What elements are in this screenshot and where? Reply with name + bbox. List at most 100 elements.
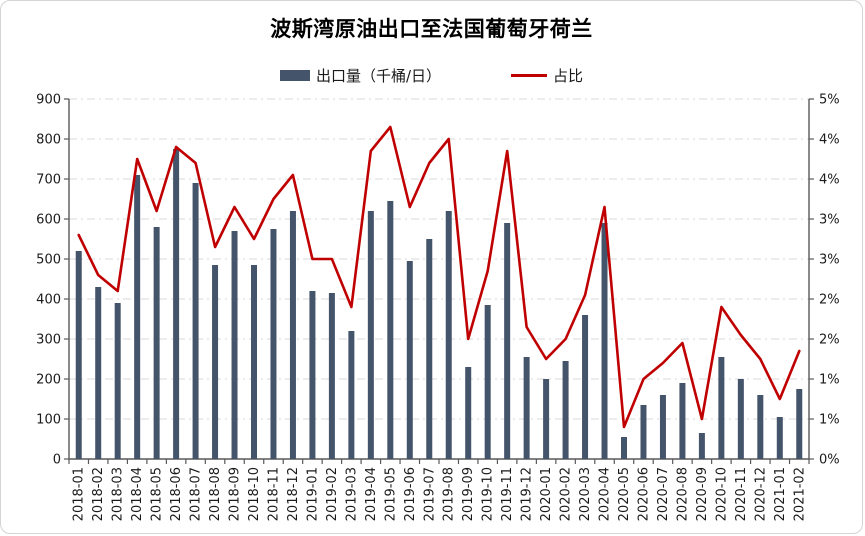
legend-label-share: 占比	[553, 67, 584, 85]
y-right-tick-label: 5%	[819, 93, 840, 108]
y-right-tick-label: 2%	[819, 293, 840, 308]
x-tick-label: 2018-04	[130, 467, 145, 521]
bar-2018-11	[270, 229, 277, 459]
x-tick-label: 2020-01	[539, 467, 554, 521]
y-left-tick-label: 300	[36, 333, 61, 348]
y-right-tick-label: 1%	[819, 413, 840, 428]
y-left-tick-label: 700	[36, 173, 61, 188]
bar-2019-03	[348, 331, 355, 459]
x-tick-label: 2019-08	[442, 467, 457, 521]
bar-2018-08	[212, 265, 219, 459]
bar-2019-07	[426, 239, 433, 459]
bar-2019-09	[465, 367, 472, 459]
bar-2020-12	[757, 395, 764, 459]
bar-2018-09	[231, 231, 238, 459]
bar-series-swatch-icon	[279, 70, 310, 81]
x-tick-label: 2020-11	[734, 467, 749, 521]
x-tick-label: 2019-12	[520, 467, 535, 521]
legend-item-share: 占比	[511, 65, 583, 86]
bar-2018-05	[153, 227, 160, 459]
share-line	[77, 125, 801, 429]
x-tick-label: 2018-10	[247, 467, 262, 521]
bar-2019-10	[484, 305, 491, 459]
x-tick-label: 2020-04	[598, 467, 613, 521]
x-tick-label: 2018-11	[266, 467, 281, 521]
bar-2018-02	[95, 287, 102, 459]
bar-2019-05	[387, 201, 394, 459]
y-left-tick-label: 800	[36, 133, 61, 148]
bar-2020-03	[582, 315, 589, 459]
bar-2018-12	[289, 211, 296, 459]
bar-2020-11	[737, 379, 744, 459]
x-tick-label: 2020-02	[559, 467, 574, 521]
legend: 出口量（千桶/日） 占比	[1, 65, 862, 86]
x-tick-label: 2019-09	[461, 467, 476, 521]
bar-2021-01	[776, 417, 783, 459]
bar-2019-04	[367, 211, 374, 459]
bar-2019-06	[406, 261, 413, 459]
bar-2020-05	[621, 437, 627, 459]
x-tick-label: 2020-12	[753, 467, 768, 521]
bar-2018-04	[134, 175, 141, 459]
x-tick-label: 2019-11	[500, 467, 515, 521]
y-left-tick-label: 900	[36, 93, 61, 108]
bar-2020-01	[543, 379, 550, 459]
x-tick-label: 2018-12	[286, 467, 301, 521]
y-left-tick-label: 200	[36, 373, 61, 388]
x-tick-label: 2018-06	[169, 467, 184, 521]
y-left-tick-label: 100	[36, 413, 61, 428]
y-left-tick-label: 400	[36, 293, 61, 308]
bar-2019-08	[445, 211, 452, 459]
chart-title: 波斯湾原油出口至法国葡萄牙荷兰	[270, 17, 593, 41]
y-right-tick-label: 3%	[819, 253, 840, 268]
x-tick-label: 2018-08	[208, 467, 223, 521]
bar-2020-02	[562, 361, 569, 459]
bar-2020-04	[601, 223, 608, 459]
x-tick-label: 2019-05	[383, 467, 398, 521]
bar-2019-12	[523, 357, 530, 459]
x-tick-label: 2018-07	[189, 467, 204, 521]
x-tick-label: 2020-03	[578, 467, 593, 521]
bar-2018-03	[114, 303, 121, 459]
x-tick-label: 2020-06	[636, 467, 651, 521]
y-right-tick-label: 1%	[819, 373, 840, 388]
y-left-tick-label: 0	[53, 453, 61, 468]
bar-2020-09	[698, 433, 705, 459]
x-tick-label: 2018-02	[91, 467, 106, 521]
bar-2019-01	[309, 291, 316, 459]
x-tick-label: 2018-03	[111, 467, 126, 521]
bar-2018-01	[75, 251, 82, 459]
x-tick-label: 2019-04	[364, 467, 379, 521]
x-tick-label: 2019-06	[403, 467, 418, 521]
x-tick-label: 2021-01	[773, 467, 788, 521]
bar-2019-02	[328, 293, 335, 459]
bar-2018-10	[251, 265, 257, 459]
x-tick-label: 2019-01	[305, 467, 320, 521]
bar-2020-08	[679, 383, 686, 459]
bar-2020-10	[718, 357, 725, 459]
bar-2020-07	[659, 395, 666, 459]
x-tick-label: 2019-10	[481, 467, 496, 521]
y-right-tick-label: 4%	[819, 173, 840, 188]
y-right-tick-label: 3%	[819, 213, 840, 228]
x-tick-label: 2020-05	[617, 467, 632, 521]
y-right-tick-label: 0%	[819, 453, 840, 468]
legend-item-export-volume: 出口量（千桶/日）	[279, 65, 441, 86]
y-left-tick-label: 500	[36, 253, 61, 268]
x-tick-label: 2020-07	[656, 467, 671, 521]
x-tick-label: 2021-02	[792, 467, 807, 521]
bar-2019-11	[504, 223, 511, 459]
x-tick-label: 2019-03	[344, 467, 359, 521]
x-tick-label: 2019-07	[422, 467, 437, 521]
y-right-tick-label: 4%	[819, 133, 840, 148]
y-right-tick-label: 2%	[819, 333, 840, 348]
x-tick-label: 2018-09	[228, 467, 243, 521]
bar-2021-02	[796, 389, 803, 459]
x-tick-label: 2018-05	[150, 467, 165, 521]
y-left-tick-label: 600	[36, 213, 61, 228]
x-tick-label: 2019-02	[325, 467, 340, 521]
x-tick-label: 2020-09	[695, 467, 710, 521]
x-tick-label: 2020-10	[714, 467, 729, 521]
